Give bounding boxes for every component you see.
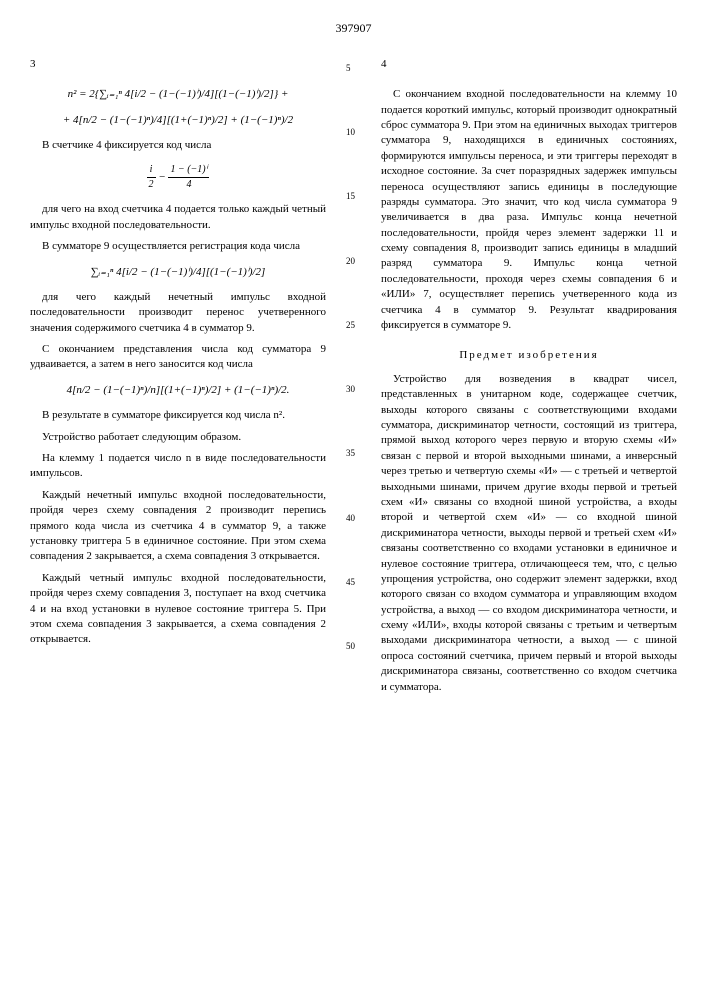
numerator: i (147, 163, 156, 178)
text-paragraph: С окончанием входной последовательности … (381, 87, 677, 333)
text-paragraph: для чего на вход счетчика 4 подается тол… (30, 202, 326, 233)
text-paragraph: В счетчике 4 фиксируется код числа (30, 138, 326, 153)
line-number: 15 (346, 190, 361, 203)
denominator: 2 (147, 178, 156, 192)
formula-3: ∑ᵢ₌₁ⁿ 4[i/2 − (1−(−1)ⁱ)/4][(1−(−1)ⁱ)/2] (30, 265, 326, 280)
text-paragraph: В сумматоре 9 осуществляется регистрация… (30, 239, 326, 254)
text-paragraph: С окончанием представления числа код сум… (30, 342, 326, 373)
fraction: 1 − (−1)ⁱ 4 (168, 163, 209, 192)
formula-1b: + 4[n/2 − (1−(−1)ⁿ)/4][(1+(−1)ⁿ)/2] + (1… (30, 113, 326, 128)
content-columns: 3 n² = 2{∑ᵢ₌₁ⁿ 4[i/2 − (1−(−1)ⁱ)/4][(1−(… (30, 57, 677, 701)
fraction: i 2 (147, 163, 156, 192)
line-number: 10 (346, 126, 361, 139)
line-number: 25 (346, 319, 361, 332)
line-number: 5 (346, 62, 361, 75)
line-number: 35 (346, 447, 361, 460)
text-paragraph: В результате в сумматоре фиксируется код… (30, 408, 326, 423)
text-paragraph: Устройство для возведения в квадрат чисе… (381, 372, 677, 695)
left-page-number: 3 (30, 57, 326, 72)
right-page-number: 4 (381, 57, 677, 72)
formula-1: n² = 2{∑ᵢ₌₁ⁿ 4[i/2 − (1−(−1)ⁱ)/4][(1−(−1… (30, 87, 326, 102)
line-number: 45 (346, 576, 361, 589)
document-number: 397907 (30, 20, 677, 37)
text-paragraph: Каждый четный импульс входной последоват… (30, 571, 326, 648)
right-column: 4 С окончанием входной последовательност… (381, 57, 677, 701)
left-column: 3 n² = 2{∑ᵢ₌₁ⁿ 4[i/2 − (1−(−1)ⁱ)/4][(1−(… (30, 57, 326, 701)
line-number: 30 (346, 383, 361, 396)
line-numbers-column: 5 10 15 20 25 30 35 40 45 50 (346, 57, 361, 701)
formula-2: i 2 − 1 − (−1)ⁱ 4 (30, 163, 326, 192)
text-paragraph: На клемму 1 подается число n в виде посл… (30, 451, 326, 482)
line-number: 20 (346, 255, 361, 268)
formula-4: 4[n/2 − (1−(−1)ⁿ)/n][(1+(−1)ⁿ)/2] + (1−(… (30, 383, 326, 398)
text-paragraph: для чего каждый нечетный импульс входной… (30, 290, 326, 336)
line-number: 40 (346, 512, 361, 525)
numerator: 1 − (−1)ⁱ (168, 163, 209, 178)
subject-title: Предмет изобретения (381, 348, 677, 363)
text-paragraph: Каждый нечетный импульс входной последов… (30, 488, 326, 565)
text-paragraph: Устройство работает следующим образом. (30, 430, 326, 445)
line-number: 50 (346, 640, 361, 653)
denominator: 4 (168, 178, 209, 192)
